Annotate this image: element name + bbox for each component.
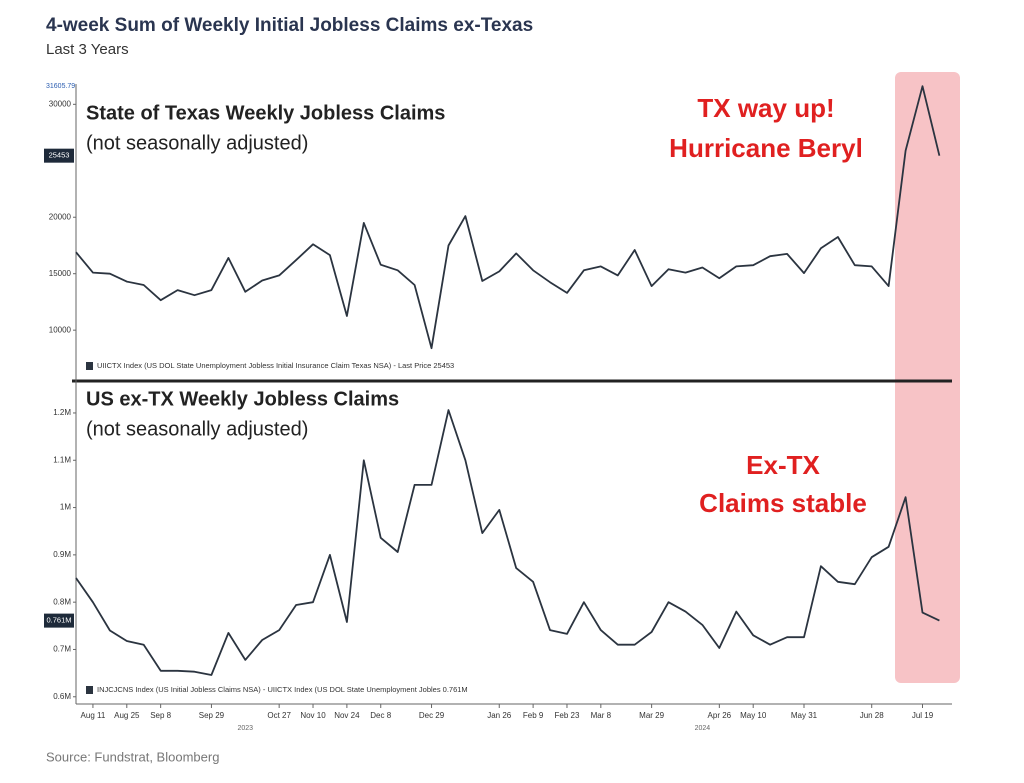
y-tick-label: 20000 xyxy=(49,212,72,221)
x-tick-label: Jun 28 xyxy=(860,711,885,720)
last-value-label: 0.761M xyxy=(46,616,71,625)
panel-subtitle: (not seasonally adjusted) xyxy=(86,132,308,154)
series-line xyxy=(75,85,941,350)
x-tick-label: Feb 9 xyxy=(523,711,544,720)
x-tick-label: Oct 27 xyxy=(267,711,291,720)
panel-title: State of Texas Weekly Jobless Claims xyxy=(86,102,445,124)
y-tick-label: 1.2M xyxy=(53,408,71,417)
x-tick-label: Feb 23 xyxy=(555,711,580,720)
annotation: Hurricane Beryl xyxy=(669,133,863,163)
page-title: 4-week Sum of Weekly Initial Jobless Cla… xyxy=(46,15,533,36)
y-tick-label: 0.8M xyxy=(53,597,71,606)
panel-title: US ex-TX Weekly Jobless Claims xyxy=(86,388,399,410)
x-tick-label: Dec 8 xyxy=(370,711,391,720)
x-tick-label: Aug 11 xyxy=(81,711,106,720)
y-tick-label: 1M xyxy=(60,503,71,512)
x-tick-label: Jan 26 xyxy=(487,711,512,720)
annotation: Claims stable xyxy=(699,488,867,518)
x-year-label: 2023 xyxy=(238,725,254,732)
panel-subtitle: (not seasonally adjusted) xyxy=(86,418,308,440)
x-tick-label: Nov 24 xyxy=(334,711,360,720)
x-tick-label: Jul 19 xyxy=(912,711,934,720)
y-tick-label: 30000 xyxy=(49,99,72,108)
x-tick-label: Dec 29 xyxy=(419,711,445,720)
high-value-label: 31605.79 xyxy=(46,83,75,90)
series-line xyxy=(75,409,940,676)
page-subtitle: Last 3 Years xyxy=(46,41,129,58)
source: Source: Fundstrat, Bloomberg xyxy=(46,749,219,764)
x-tick-label: Sep 8 xyxy=(150,711,171,720)
x-tick-label: Sep 29 xyxy=(199,711,225,720)
last-value-box xyxy=(44,613,74,628)
legend-swatch xyxy=(86,362,93,370)
last-value-box xyxy=(44,148,74,163)
x-tick-label: Apr 26 xyxy=(708,711,732,720)
legend-swatch xyxy=(86,686,93,694)
y-tick-label: 1.1M xyxy=(53,455,71,464)
y-tick-label: 0.6M xyxy=(53,692,71,701)
x-tick-label: Aug 25 xyxy=(114,711,140,720)
legend-label: UIICTX Index (US DOL State Unemployment … xyxy=(97,361,454,370)
legend-label: INJCJCNS Index (US Initial Jobless Claim… xyxy=(97,685,468,694)
annotation: Ex-TX xyxy=(746,450,820,480)
x-tick-label: May 10 xyxy=(740,711,767,720)
x-year-label: 2024 xyxy=(695,725,711,732)
x-tick-label: Mar 8 xyxy=(591,711,612,720)
annotation: TX way up! xyxy=(697,93,834,123)
last-value-label: 25453 xyxy=(49,151,70,160)
y-tick-label: 15000 xyxy=(49,269,72,278)
x-tick-label: Mar 29 xyxy=(639,711,664,720)
x-tick-label: Nov 10 xyxy=(300,711,326,720)
x-tick-label: May 31 xyxy=(791,711,818,720)
y-tick-label: 0.9M xyxy=(53,550,71,559)
y-tick-label: 10000 xyxy=(49,325,72,334)
y-tick-label: 0.7M xyxy=(53,645,71,654)
